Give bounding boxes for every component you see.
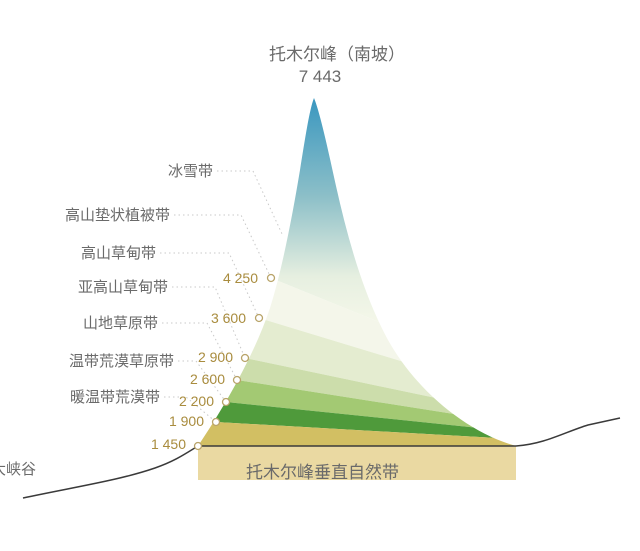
peak-elevation: 7 443	[299, 67, 342, 86]
elevation-label: 3 600	[211, 310, 246, 326]
zone-label: 暖温带荒漠带	[70, 389, 160, 406]
elevation-marker	[213, 419, 220, 426]
elevation-marker	[242, 355, 249, 362]
elevation-label: 2 600	[190, 371, 225, 387]
zone-label: 山地草原带	[83, 315, 158, 332]
zone-leader	[217, 171, 283, 236]
elevation-label: 2 200	[179, 393, 214, 409]
elevation-label: 2 900	[198, 349, 233, 365]
zone-label: 温带荒漠草原带	[69, 353, 174, 370]
elevation-marker	[195, 443, 202, 450]
elevation-label: 1 450	[151, 436, 186, 452]
elevation-marker	[234, 377, 241, 384]
diagram-caption: 托木尔峰垂直自然带	[246, 463, 399, 482]
zone-label: 高山草甸带	[81, 245, 156, 262]
elevation-label: 4 250	[223, 270, 258, 286]
elevation-marker	[256, 315, 263, 322]
elevation-marker	[223, 399, 230, 406]
zone-leader	[174, 215, 271, 278]
zone-band-snow	[120, 93, 560, 322]
vertical-zonation-diagram: 冰雪带高山垫状植被带 4 250 高山草甸带 3 600 亚高山草甸带 2 900 山地草原…	[0, 0, 640, 551]
zone-label: 高山垫状植被带	[65, 207, 170, 224]
zone-label: 冰雪带	[168, 163, 213, 180]
peak-name: 托木尔峰（南坡）	[269, 45, 405, 64]
elevation-marker	[268, 275, 275, 282]
canyon-label: 托木尔大峡谷	[0, 461, 36, 478]
elevation-label: 1 900	[169, 413, 204, 429]
zone-label: 亚高山草甸带	[78, 279, 168, 296]
